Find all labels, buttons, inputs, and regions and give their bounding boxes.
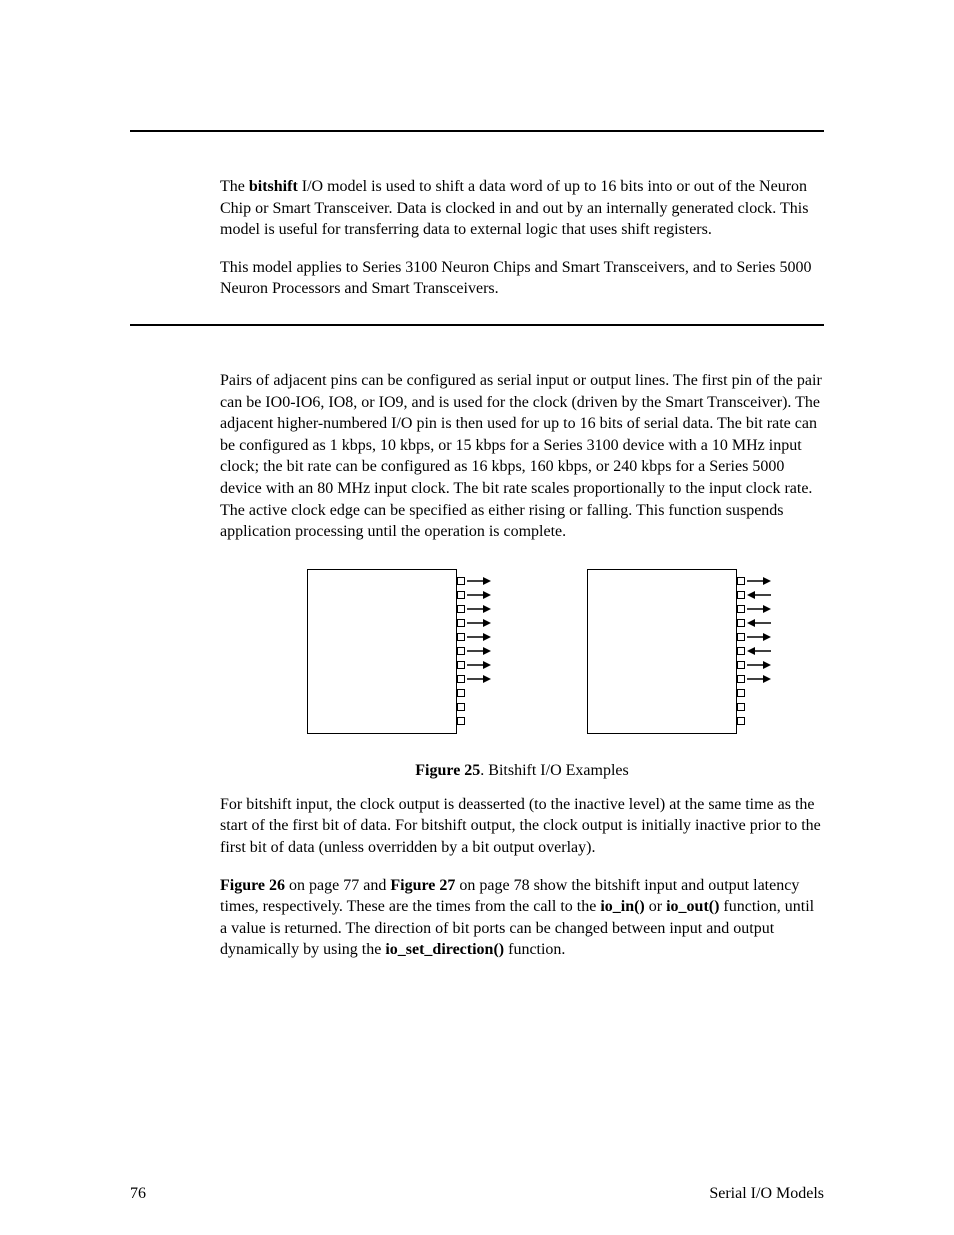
arrow-out-icon: [467, 576, 491, 586]
paragraph-1: The bitshift I/O model is used to shift …: [220, 176, 824, 241]
figure-box-right: [587, 569, 737, 734]
pin-row: [457, 602, 491, 616]
para1-text-after: I/O model is used to shift a data word o…: [220, 178, 808, 238]
pin-square-icon: [457, 577, 465, 585]
pin-square-icon: [457, 647, 465, 655]
pin-row: [737, 574, 771, 588]
figure-25-caption-rest: . Bitshift I/O Examples: [480, 762, 628, 779]
pin-square-icon: [737, 591, 745, 599]
pin-row: [457, 700, 491, 714]
pin-square-icon: [737, 619, 745, 627]
pin-square-icon: [737, 633, 745, 641]
pin-square-icon: [737, 675, 745, 683]
pin-row: [457, 616, 491, 630]
pin-row: [737, 700, 771, 714]
figure-25-caption-bold: Figure 25: [415, 762, 480, 779]
para5-bold-fig26: Figure 26: [220, 877, 285, 894]
arrow-out-icon: [467, 604, 491, 614]
pin-square-icon: [457, 591, 465, 599]
pin-square-icon: [737, 661, 745, 669]
pin-square-icon: [457, 703, 465, 711]
pin-square-icon: [457, 717, 465, 725]
arrow-out-icon: [467, 618, 491, 628]
pin-square-icon: [737, 689, 745, 697]
arrow-out-icon: [747, 604, 771, 614]
pin-row: [737, 672, 771, 686]
pin-row: [737, 616, 771, 630]
pin-stack-right: [737, 574, 771, 728]
figure-25-diagram: [220, 569, 824, 734]
paragraph-4: For bitshift input, the clock output is …: [220, 794, 824, 859]
pin-row: [737, 686, 771, 700]
pin-square-icon: [457, 605, 465, 613]
arrow-out-icon: [467, 590, 491, 600]
arrow-out-icon: [747, 660, 771, 670]
arrow-out-icon: [467, 660, 491, 670]
pin-square-icon: [457, 661, 465, 669]
arrow-in-icon: [747, 646, 771, 656]
mid-horizontal-rule: [130, 324, 824, 326]
para5-bold-fig27: Figure 27: [390, 877, 455, 894]
pin-square-icon: [737, 647, 745, 655]
pin-row: [457, 686, 491, 700]
pin-row: [737, 714, 771, 728]
pin-row: [737, 658, 771, 672]
arrow-in-icon: [747, 618, 771, 628]
pin-row: [457, 574, 491, 588]
figure-box-left: [307, 569, 457, 734]
pin-stack-left: [457, 574, 491, 728]
pin-row: [457, 672, 491, 686]
para5-t5: function.: [504, 941, 565, 958]
pin-row: [737, 630, 771, 644]
arrow-out-icon: [467, 646, 491, 656]
pin-square-icon: [457, 689, 465, 697]
paragraph-3: Pairs of adjacent pins can be configured…: [220, 370, 824, 543]
pin-row: [737, 602, 771, 616]
paragraph-5: Figure 26 on page 77 and Figure 27 on pa…: [220, 875, 824, 961]
figure-25-left: [307, 569, 457, 734]
pin-square-icon: [737, 577, 745, 585]
pin-row: [457, 658, 491, 672]
figure-25-caption: Figure 25. Bitshift I/O Examples: [220, 762, 824, 780]
pin-square-icon: [457, 619, 465, 627]
footer-section-title: Serial I/O Models: [709, 1185, 824, 1203]
figure-25-right: [587, 569, 737, 734]
pin-square-icon: [737, 703, 745, 711]
para5-t1: on page 77 and: [285, 877, 390, 894]
arrow-out-icon: [747, 632, 771, 642]
para5-bold-ioin: io_in(): [600, 898, 644, 915]
pin-square-icon: [457, 633, 465, 641]
arrow-in-icon: [747, 590, 771, 600]
pin-row: [457, 644, 491, 658]
pin-row: [457, 588, 491, 602]
para1-text-before: The: [220, 178, 249, 195]
para5-t3: or: [645, 898, 666, 915]
top-horizontal-rule: [130, 130, 824, 132]
pin-row: [737, 644, 771, 658]
para5-bold-ioout: io_out(): [666, 898, 719, 915]
page-number: 76: [130, 1185, 146, 1203]
pin-row: [737, 588, 771, 602]
arrow-out-icon: [747, 576, 771, 586]
arrow-out-icon: [467, 674, 491, 684]
para1-bold-bitshift: bitshift: [249, 178, 298, 195]
para5-bold-iosetdir: io_set_direction(): [385, 941, 504, 958]
page-footer: 76 Serial I/O Models: [130, 1185, 824, 1203]
pin-row: [457, 714, 491, 728]
pin-square-icon: [457, 675, 465, 683]
pin-row: [457, 630, 491, 644]
arrow-out-icon: [747, 674, 771, 684]
pin-square-icon: [737, 717, 745, 725]
arrow-out-icon: [467, 632, 491, 642]
pin-square-icon: [737, 605, 745, 613]
paragraph-2: This model applies to Series 3100 Neuron…: [220, 257, 824, 300]
